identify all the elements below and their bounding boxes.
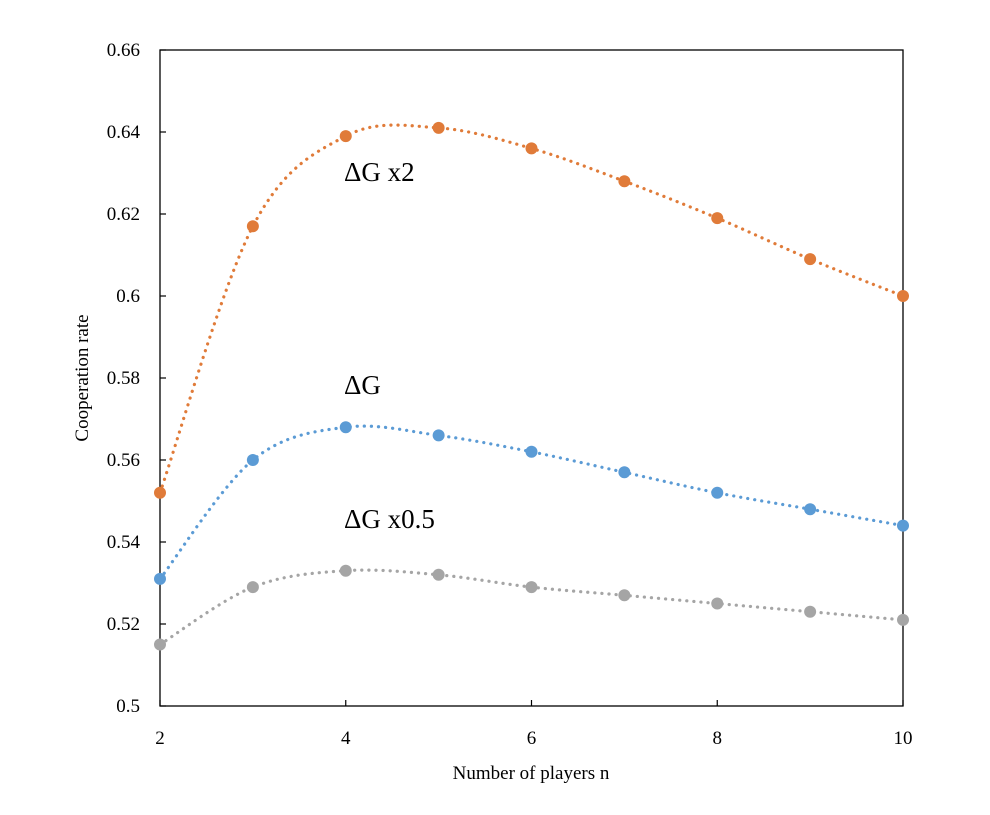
series-0-point [432, 121, 445, 134]
y-axis-title: Cooperation rate [72, 314, 93, 441]
series-0-point [339, 130, 352, 143]
series-2-point [339, 564, 352, 577]
series-0-point [897, 290, 909, 302]
series-2-point [246, 581, 259, 594]
y-tick-label: 0.62 [107, 204, 140, 225]
y-tick-label: 0.64 [107, 122, 141, 143]
series-0-point [711, 212, 724, 225]
series-1-point [525, 445, 538, 458]
series-1-point [432, 429, 445, 442]
y-tick-label: 0.6 [116, 286, 140, 307]
series-1-point [897, 519, 909, 532]
series-1-point [154, 572, 166, 585]
series-2-point [525, 581, 538, 594]
y-tick-label: 0.58 [107, 368, 140, 389]
series-label-dg: ΔG [344, 370, 381, 400]
series-1-point [804, 503, 817, 516]
series-0-point [618, 175, 631, 188]
series-0-point [804, 253, 817, 266]
series-2-point [804, 605, 817, 618]
series-1-point [711, 486, 724, 499]
series-line-0 [158, 123, 905, 495]
x-tick-label: 8 [713, 728, 723, 749]
y-tick-label: 0.66 [107, 40, 140, 61]
series-1-point [246, 454, 259, 466]
x-tick-label: 4 [341, 728, 351, 749]
series-2-point [618, 589, 631, 602]
x-tick-label: 6 [527, 728, 537, 749]
series-2-point [897, 613, 909, 626]
series-line-1 [158, 424, 905, 581]
series-0-point [525, 142, 538, 155]
y-tick-label: 0.56 [107, 450, 140, 471]
series-0-point [246, 220, 259, 233]
x-tick-label: 2 [155, 728, 165, 749]
y-tick-label: 0.54 [107, 532, 141, 553]
series-2-point [154, 638, 166, 651]
series-0-point [154, 486, 166, 499]
series-2-point [711, 597, 724, 610]
y-axis: 0.5 0.52 0.54 0.56 0.58 0.6 0.62 0.64 0.66 [107, 40, 166, 717]
series-label-dg-x0-5: ΔG x0.5 [344, 504, 435, 534]
x-axis-title: Number of players n [453, 763, 610, 784]
x-tick-label: 10 [894, 728, 913, 749]
series-label-dg-x2: ΔG x2 [344, 157, 415, 187]
series-1-point [618, 466, 631, 479]
y-tick-label: 0.52 [107, 614, 140, 635]
series-2-point [432, 568, 445, 581]
x-axis: 2 4 6 8 10 [155, 700, 913, 749]
series-1-point [339, 421, 352, 434]
y-tick-label: 0.5 [116, 696, 140, 717]
series-layer [154, 121, 909, 651]
